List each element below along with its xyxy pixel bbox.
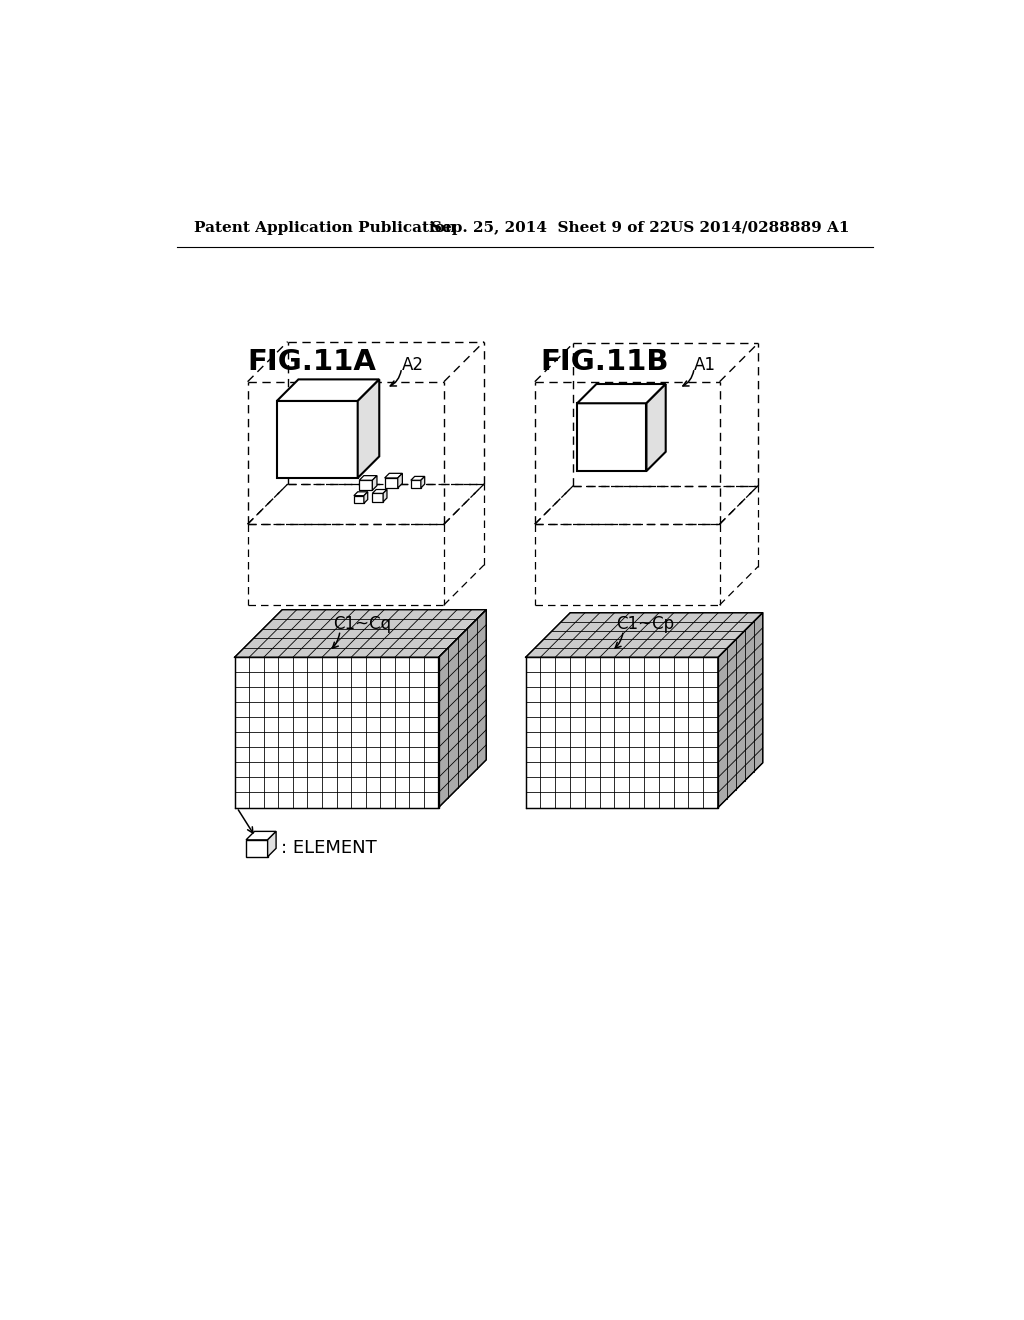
Text: C1~Cp: C1~Cp	[615, 615, 674, 634]
Polygon shape	[267, 832, 276, 857]
Polygon shape	[578, 384, 666, 404]
Polygon shape	[373, 475, 377, 490]
Polygon shape	[354, 492, 368, 496]
Polygon shape	[525, 612, 763, 657]
Text: A2: A2	[401, 356, 424, 374]
Polygon shape	[718, 612, 763, 808]
Polygon shape	[373, 494, 383, 502]
Text: : ELEMENT: : ELEMENT	[281, 840, 377, 857]
Polygon shape	[578, 404, 646, 471]
Text: FIG.11B: FIG.11B	[541, 348, 669, 376]
Text: Patent Application Publication: Patent Application Publication	[194, 220, 456, 235]
Text: US 2014/0288889 A1: US 2014/0288889 A1	[670, 220, 849, 235]
Polygon shape	[246, 832, 276, 840]
Polygon shape	[438, 610, 486, 808]
Polygon shape	[411, 477, 425, 480]
Text: A1: A1	[694, 356, 716, 374]
Polygon shape	[421, 477, 425, 488]
Polygon shape	[373, 490, 387, 494]
Polygon shape	[234, 657, 438, 808]
Polygon shape	[354, 496, 364, 503]
Polygon shape	[246, 840, 267, 857]
Polygon shape	[646, 384, 666, 471]
Text: C1~Cq: C1~Cq	[333, 615, 391, 634]
Polygon shape	[411, 480, 421, 488]
Polygon shape	[276, 379, 379, 401]
Polygon shape	[234, 610, 486, 657]
Text: FIG.11A: FIG.11A	[248, 348, 377, 376]
Polygon shape	[525, 657, 718, 808]
Polygon shape	[359, 480, 373, 490]
Polygon shape	[385, 478, 397, 488]
Polygon shape	[359, 475, 377, 480]
Text: Sep. 25, 2014  Sheet 9 of 22: Sep. 25, 2014 Sheet 9 of 22	[431, 220, 670, 235]
Polygon shape	[364, 492, 368, 503]
Polygon shape	[397, 474, 402, 488]
Polygon shape	[385, 474, 402, 478]
Polygon shape	[276, 401, 357, 478]
Polygon shape	[383, 490, 387, 502]
Polygon shape	[357, 379, 379, 478]
